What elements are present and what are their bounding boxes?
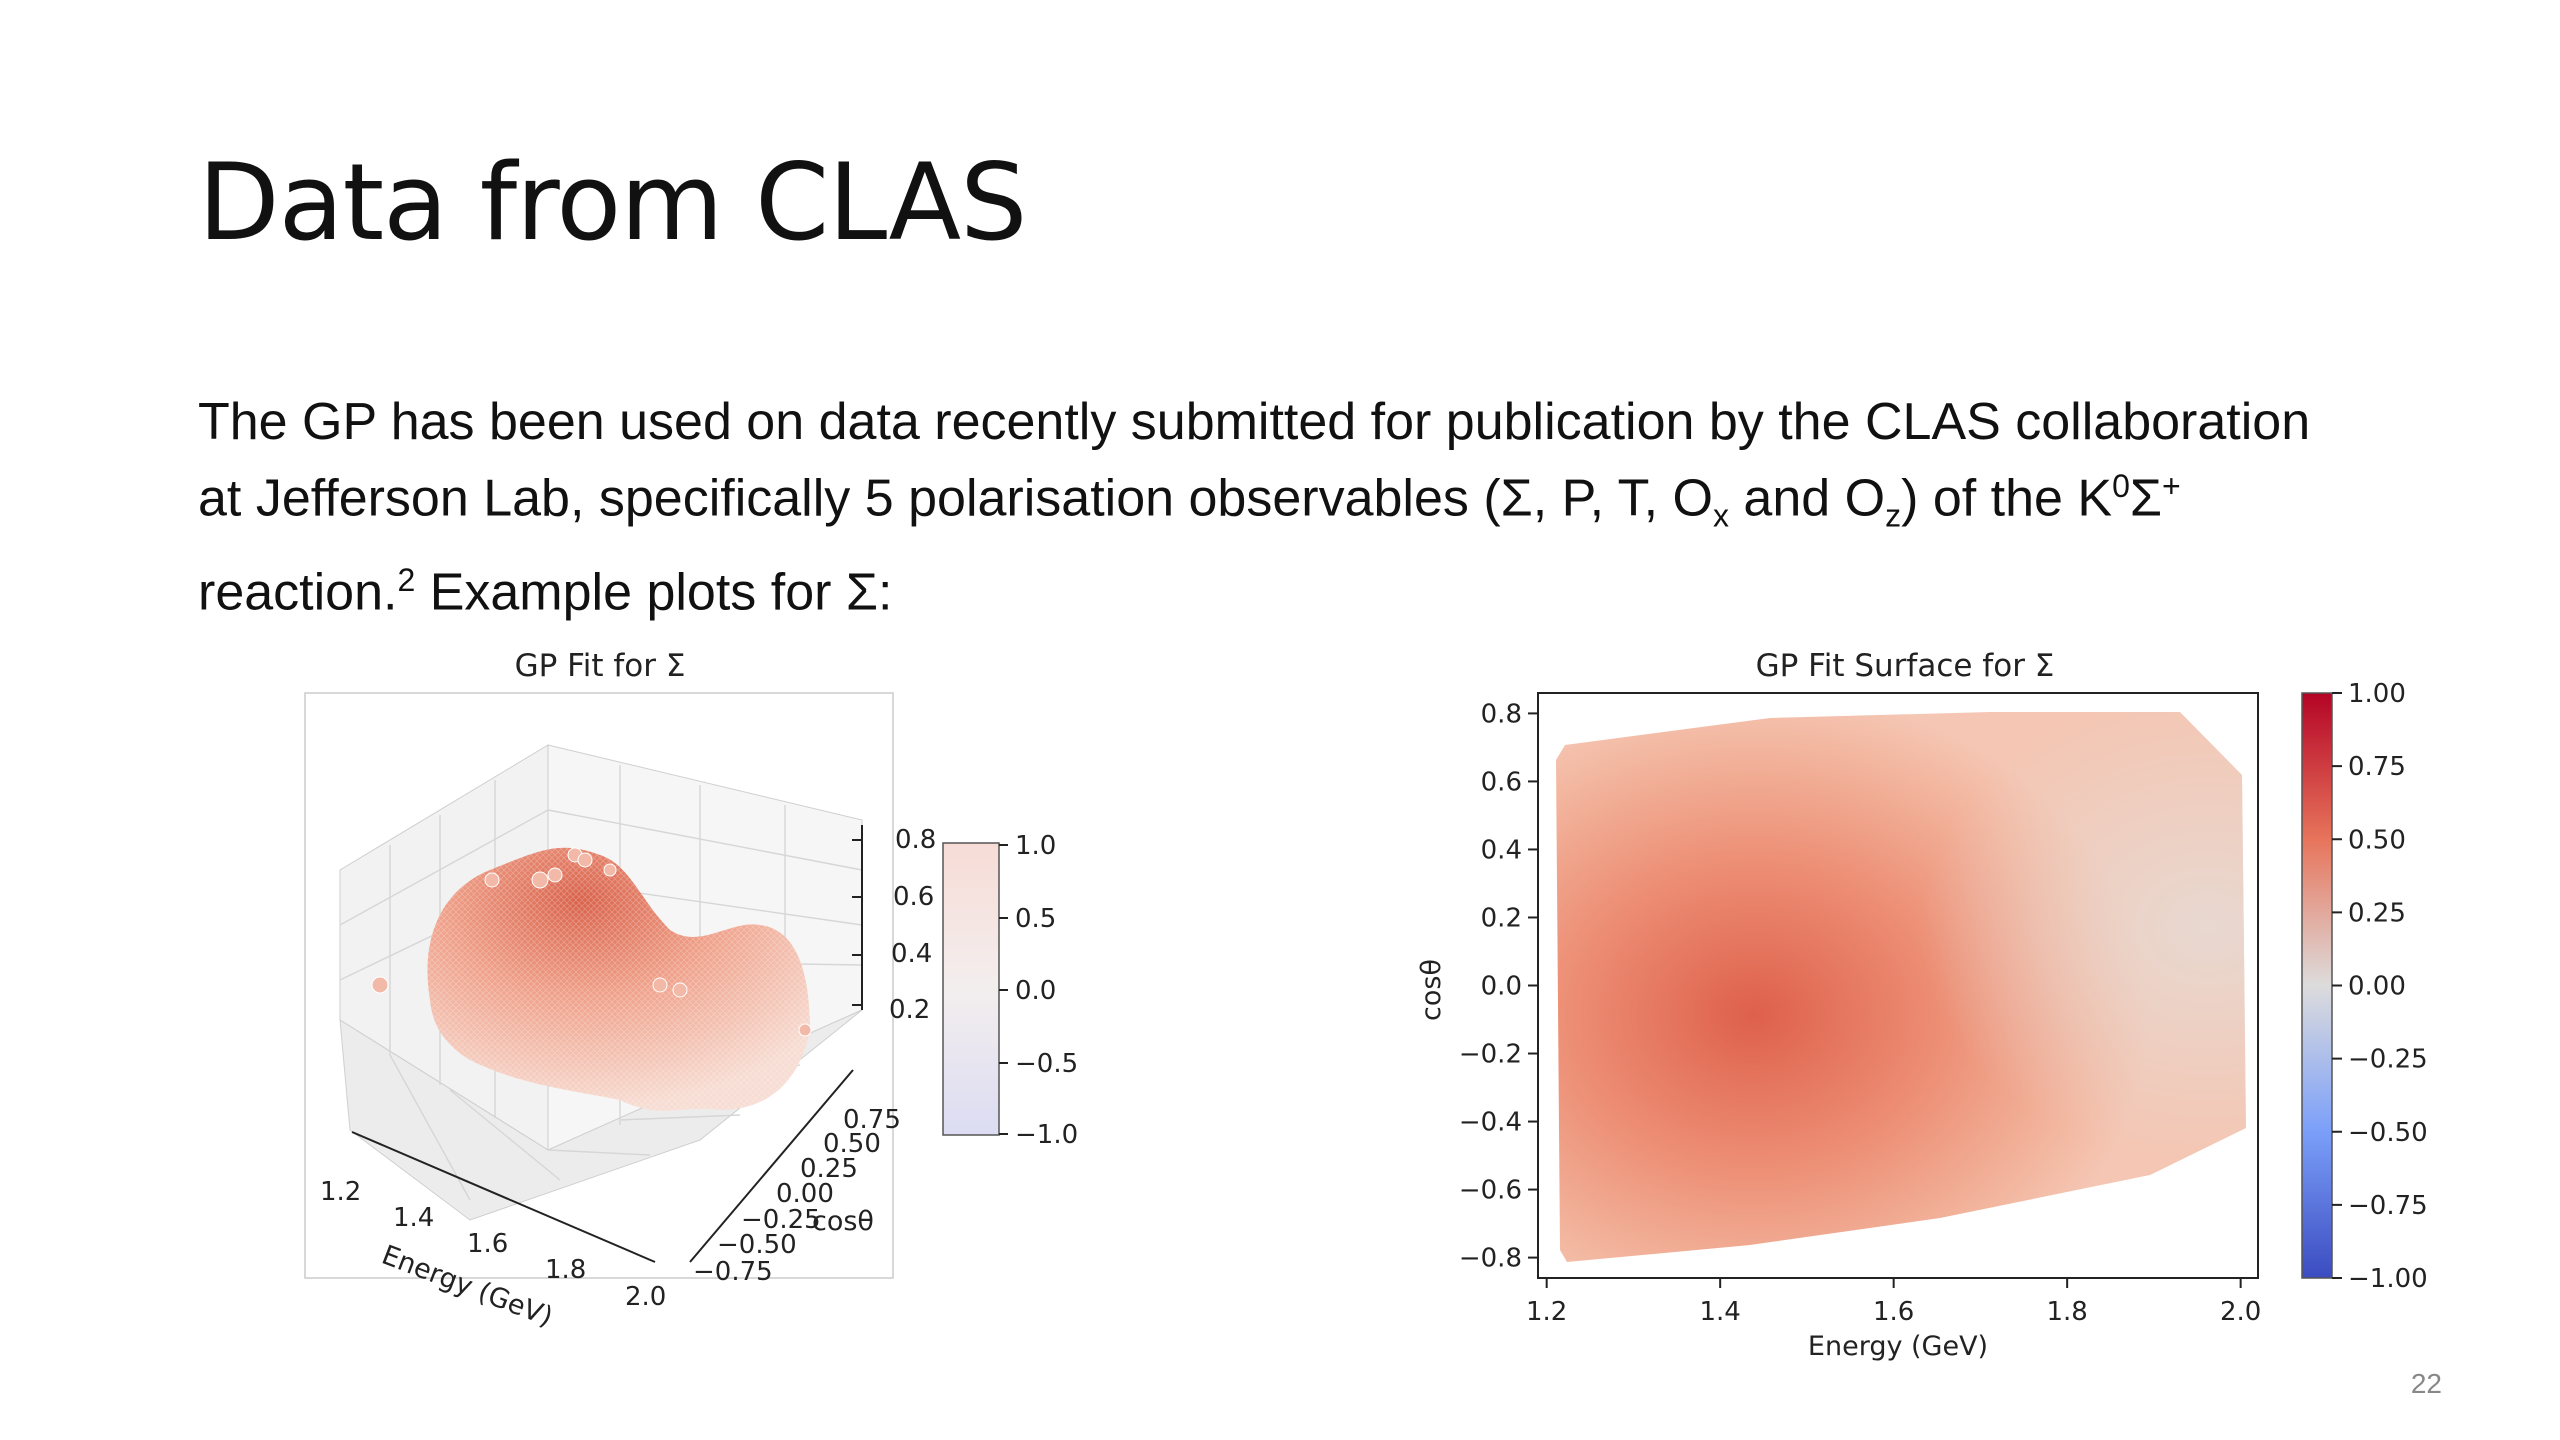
heatmap-y-tick-label: −0.8 (1459, 1244, 1522, 1274)
colorbar-tick: 0.0 (1015, 976, 1056, 1006)
heatmap-x-tick-label: 1.6 (1873, 1297, 1914, 1327)
heatmap-colorbar-tick-label: 0.00 (2348, 972, 2406, 1002)
heatmap-y-tick-label: 0.8 (1481, 699, 1522, 729)
surface-3d-colorbar (942, 842, 1000, 1136)
surface-3d-title: GP Fit for Σ (514, 648, 686, 684)
heatmap-ticks: 1.2 1.4 1.6 1.8 2.0 0.8 0.6 0.4 0.2 0.0 −0.2 −0.4 −0… (1459, 699, 2261, 1327)
heatmap-colorbar-ticks: 1.00 0.75 0.50 0.25 0.00 −0.25 −0.50 −0.75 −1.00 (2332, 679, 2428, 1294)
heatmap-colorbar-tick-label: 0.25 (2348, 898, 2406, 928)
colorbar-tick: −0.5 (1015, 1049, 1078, 1079)
heatmap-y-tick-label: −0.4 (1459, 1108, 1522, 1138)
y-axis-line (689, 1069, 854, 1263)
heatmap-colorbar-tick-label: −1.00 (2348, 1264, 2428, 1294)
body-line-2: at Jefferson Lab, specifically 5 polaris… (198, 468, 2181, 534)
heatmap-x-tick-label: 2.0 (2220, 1297, 2261, 1327)
x-axis-line (351, 1131, 656, 1263)
heatmap-y-tick-label: −0.6 (1459, 1176, 1522, 1206)
heatmap-y-tick-label: 0.0 (1481, 972, 1522, 1002)
x-tick: 1.4 (393, 1203, 434, 1233)
y-axis-label: cosθ (812, 1206, 874, 1237)
y-tick: 0.00 (776, 1179, 834, 1209)
heatmap-y-tick-label: 0.4 (1481, 835, 1522, 865)
heatmap-y-tick-label: 0.6 (1481, 767, 1522, 797)
heatmap-title: GP Fit Surface for Σ (1755, 648, 2055, 684)
heatmap-colorbar-tick-label: 0.75 (2348, 752, 2406, 782)
y-tick: −0.25 (741, 1205, 821, 1235)
z-tick: 0.8 (895, 825, 936, 855)
z-tick: 0.6 (893, 882, 934, 912)
surface-3d-frame (304, 692, 894, 1279)
heatmap-y-tick-label: 0.2 (1481, 903, 1522, 933)
x-tick: 2.0 (625, 1282, 666, 1312)
y-tick: −0.50 (717, 1230, 797, 1260)
y-tick: −0.75 (693, 1257, 773, 1287)
x-tick: 1.2 (320, 1177, 361, 1207)
heatmap-surface (1556, 712, 2246, 1262)
heatmap-colorbar-tick-label: 1.00 (2348, 679, 2406, 709)
page-number: 22 (2410, 1368, 2442, 1399)
y-tick: 0.75 (843, 1105, 901, 1135)
colorbar-tick: −1.0 (1015, 1120, 1078, 1150)
x-tick: 1.8 (545, 1255, 586, 1285)
heatmap-colorbar-tick-label: 0.50 (2348, 825, 2406, 855)
y-tick: 0.25 (800, 1154, 858, 1184)
slide-title: Data from CLAS (198, 141, 1027, 264)
z-tick: 0.4 (891, 939, 932, 969)
colorbar-tick: 0.5 (1015, 904, 1056, 934)
heatmap-x-tick-label: 1.2 (1526, 1297, 1567, 1327)
heatmap-colorbar-tick-label: −0.75 (2348, 1191, 2428, 1221)
heatmap-colorbar (2301, 692, 2333, 1279)
colorbar-tick: 1.0 (1015, 831, 1056, 861)
heatmap-colorbar-tick-label: −0.25 (2348, 1045, 2428, 1075)
heatmap-y-tick-label: −0.2 (1459, 1040, 1522, 1070)
y-tick: 0.50 (823, 1129, 881, 1159)
heatmap-x-tick-label: 1.4 (1699, 1297, 1740, 1327)
heatmap-x-tick-label: 1.8 (2046, 1297, 2087, 1327)
heatmap-colorbar-tick-label: −0.50 (2348, 1118, 2428, 1148)
body-paragraph: The GP has been used on data recently su… (198, 390, 2458, 624)
body-line-1: The GP has been used on data recently su… (198, 393, 2311, 451)
x-tick: 1.6 (467, 1229, 508, 1259)
body-line-3: reaction.2 Example plots for Σ: (198, 561, 893, 622)
heatmap-y-axis-label: cosθ (1416, 959, 1447, 1021)
surface-3d-data-points (371, 847, 812, 1037)
heatmap-x-axis-label: Energy (GeV) (1808, 1331, 1988, 1362)
z-tick: 0.2 (889, 995, 930, 1025)
